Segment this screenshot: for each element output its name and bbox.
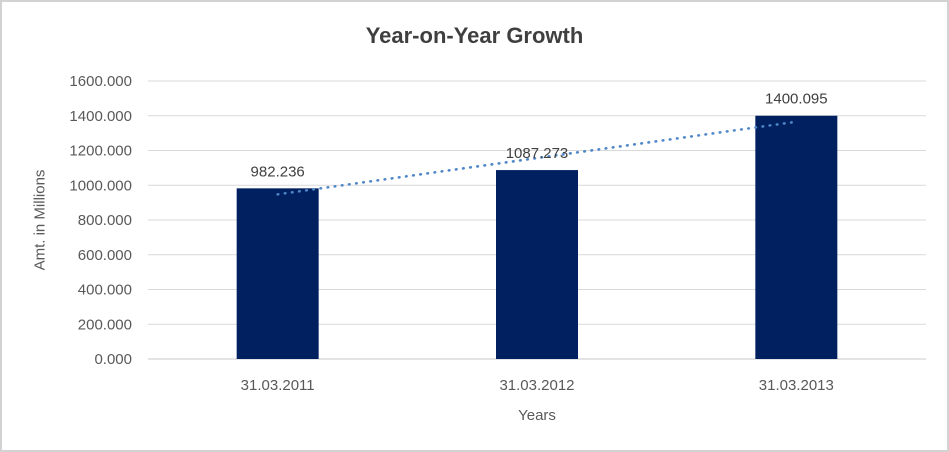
y-tick-label: 1600.000 [69,73,132,90]
y-tick-label: 1200.000 [69,143,132,160]
y-tick-label: 200.000 [78,316,132,333]
y-tick-label: 600.000 [78,247,132,264]
y-tick-label: 1000.000 [69,177,132,194]
y-tick-label: 800.000 [78,212,132,229]
data-label: 1087.273 [506,145,569,162]
bar [755,115,838,359]
x-tick-label: 31.03.2013 [759,377,834,394]
data-label: 1400.095 [765,91,828,108]
chart-title: Year-on-Year Growth [365,23,584,48]
x-tick-label: 31.03.2012 [499,377,574,394]
y-tick-label: 400.000 [78,282,132,299]
y-tick-label: 0.000 [94,351,132,368]
y-tick-label: 1400.000 [69,108,132,125]
x-axis-title: Years [518,407,556,424]
trendline [276,120,798,196]
x-tick-label: 31.03.2011 [241,377,315,394]
y-axis-title: Amt. in Millions [31,169,49,271]
data-label: 982.236 [251,163,305,180]
bar [236,188,319,359]
bar [496,170,578,359]
